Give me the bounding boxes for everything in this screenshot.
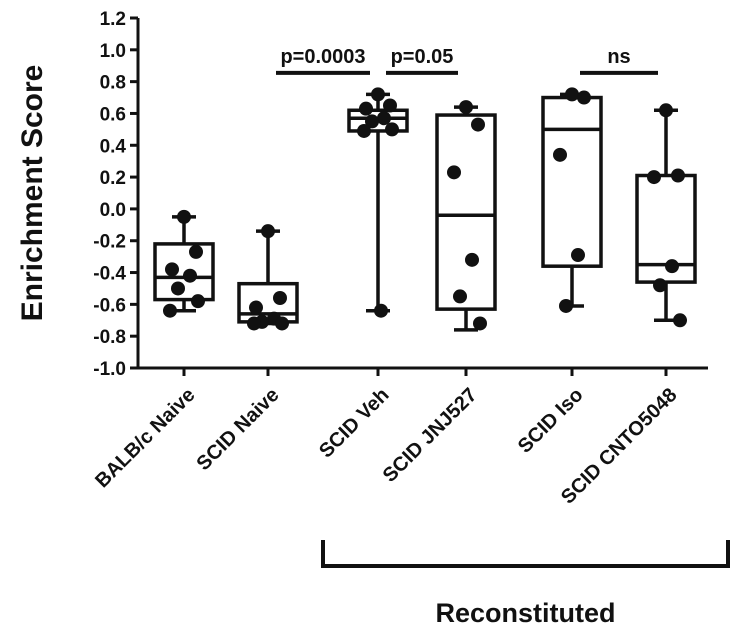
group-label: Reconstituted <box>435 598 615 628</box>
box-group <box>347 87 409 318</box>
x-tick-label: SCID Iso <box>514 384 588 458</box>
data-point <box>359 101 373 116</box>
data-point <box>385 122 399 137</box>
data-point <box>565 87 579 102</box>
box-iqr <box>347 108 409 133</box>
box-iqr <box>153 242 215 302</box>
data-point <box>647 170 661 185</box>
y-tick-label: -0.6 <box>93 295 126 316</box>
y-tick-label: 1.2 <box>100 9 126 30</box>
data-point <box>163 303 177 318</box>
y-tick-label: 0.2 <box>100 168 126 189</box>
data-point <box>371 87 385 102</box>
y-tick-label: 0.4 <box>100 136 127 157</box>
data-point <box>453 289 467 304</box>
box-iqr <box>435 113 497 311</box>
data-point <box>261 224 275 239</box>
data-point <box>383 98 397 113</box>
significance-label: p=0.0003 <box>280 46 365 68</box>
x-tick-label: SCID JNJ527 <box>379 384 482 487</box>
x-tick-label: BALB/c Naive <box>91 384 199 492</box>
box-group <box>541 87 603 313</box>
box-group <box>435 100 497 332</box>
y-tick-label: 1.0 <box>100 41 126 62</box>
data-point <box>447 165 461 180</box>
significance-label: p=0.05 <box>391 46 454 68</box>
data-point <box>275 316 289 331</box>
box-group <box>237 224 299 331</box>
data-point <box>577 90 591 105</box>
data-point <box>465 252 479 267</box>
y-tick-label: -0.2 <box>93 232 126 253</box>
y-axis-label: Enrichment Score <box>16 65 49 322</box>
data-point <box>357 123 371 138</box>
y-tick-label: 0.0 <box>100 200 126 221</box>
data-point <box>459 100 473 115</box>
data-point <box>171 281 185 296</box>
x-tick-label: SCID Naive <box>193 384 284 475</box>
data-point <box>177 209 191 224</box>
data-point <box>273 291 287 305</box>
data-point <box>671 168 685 183</box>
data-point <box>247 316 261 331</box>
data-point <box>183 268 197 283</box>
data-point <box>165 262 179 277</box>
data-point <box>374 303 388 318</box>
data-point <box>191 294 205 309</box>
box-group <box>153 209 215 318</box>
group-bracket <box>321 540 730 568</box>
data-point <box>559 298 573 313</box>
y-tick-label: -1.0 <box>93 359 126 380</box>
data-point <box>673 313 687 328</box>
data-point <box>365 114 379 129</box>
data-point <box>471 117 485 132</box>
box-group <box>635 103 697 328</box>
y-tick-label: 0.6 <box>100 104 126 125</box>
box-iqr <box>541 95 603 268</box>
data-point <box>189 244 203 259</box>
significance-label: ns <box>607 46 630 68</box>
data-point <box>553 147 567 162</box>
data-point <box>249 300 263 315</box>
y-tick-label: -0.8 <box>93 327 126 348</box>
data-point <box>653 278 667 293</box>
data-point <box>473 316 487 331</box>
data-point <box>659 103 673 118</box>
y-tick-label: -0.4 <box>93 264 126 285</box>
data-point <box>377 111 391 126</box>
x-tick-label: SCID Veh <box>315 384 393 462</box>
data-point <box>665 259 679 274</box>
y-tick-label: 0.8 <box>100 73 126 94</box>
data-point <box>571 248 585 263</box>
